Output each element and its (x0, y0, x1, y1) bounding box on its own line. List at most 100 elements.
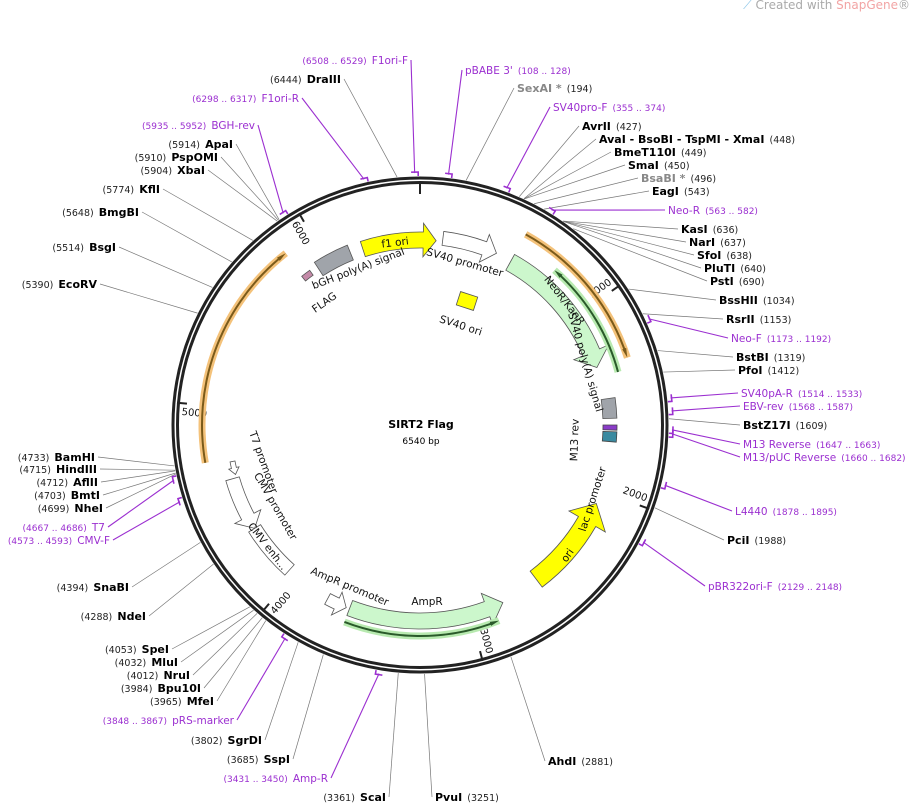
primer-label[interactable]: pBABE 3' (108 .. 128) (465, 59, 571, 78)
primer-label[interactable]: L4440 (1878 .. 1895) (735, 500, 837, 519)
sv40-promoter-arrow[interactable] (441, 231, 497, 263)
site-label[interactable]: (5914) ApaI (168, 133, 233, 152)
neor-kanr-arrow[interactable] (505, 253, 610, 369)
site-label[interactable]: SfoI (638) (697, 244, 752, 263)
site-leader (118, 246, 213, 288)
site-label[interactable]: PstI (690) (710, 270, 764, 289)
f1-ori-arrow[interactable] (359, 222, 437, 258)
site-label[interactable]: (3984) Bpu10I (121, 677, 201, 696)
flag-box[interactable] (301, 269, 314, 282)
primer-label[interactable]: (6508 .. 6529) F1ori-F (302, 49, 408, 68)
primer-label[interactable]: pBR322ori-F (2129 .. 2148) (708, 575, 842, 594)
primer-label[interactable]: (4573 .. 4593) CMV-F (8, 529, 110, 548)
site-label[interactable]: (5390) EcoRV (22, 273, 98, 292)
site-name: DraIII (307, 73, 341, 86)
site-label[interactable]: (4288) NdeI (81, 605, 146, 624)
primer-label[interactable]: Neo-F (1173 .. 1192) (731, 327, 831, 346)
orf-ampr-green[interactable] (344, 620, 500, 637)
primer-leader (506, 106, 551, 189)
primer-label[interactable]: (6298 .. 6317) F1ori-R (192, 87, 299, 106)
site-label[interactable]: (4703) BmtI (34, 484, 100, 503)
site-label[interactable]: (5774) KflI (103, 178, 160, 197)
site-label[interactable]: (4699) NheI (38, 497, 103, 516)
site-label[interactable]: (4715) HindIII (19, 458, 97, 477)
primer-leader (112, 501, 181, 541)
primer-label[interactable]: (3431 .. 3450) Amp-R (223, 767, 328, 786)
site-label[interactable]: BssHII (1034) (719, 289, 795, 308)
site-label[interactable]: AhdI (2881) (548, 750, 613, 769)
site-label[interactable]: (6444) DraIII (270, 68, 341, 87)
ampr-arrow[interactable] (346, 592, 504, 630)
site-label[interactable]: PluTI (640) (704, 257, 766, 276)
site-label[interactable]: RsrII (1153) (726, 308, 791, 327)
site-label[interactable]: (3965) MfeI (150, 690, 214, 709)
site-position: (3685) (227, 755, 259, 766)
cmv-enh-box[interactable] (248, 524, 295, 576)
primer-label[interactable]: SV40pro-F (355 .. 374) (553, 96, 665, 115)
primer-label[interactable]: (3848 .. 3867) pRS-marker (103, 709, 235, 728)
ampr-promoter-arrow[interactable] (324, 590, 347, 616)
cmv-promoter-arrow[interactable] (225, 476, 262, 529)
site-name: SfoI (697, 249, 721, 262)
site-label[interactable]: (3361) ScaI (323, 786, 386, 805)
site-name: PvuI (435, 791, 462, 804)
primer-label[interactable]: EBV-rev (1568 .. 1587) (743, 395, 853, 414)
svg-text:AhdI (2881): AhdI (2881) (548, 750, 613, 769)
site-label[interactable]: (4032) MluI (115, 651, 178, 670)
primer-leader (301, 97, 365, 180)
site-label[interactable]: SexAI * (194) (517, 77, 592, 96)
site-label[interactable]: KasI (636) (681, 218, 738, 237)
primer-label[interactable]: SV40pA-R (1514 .. 1533) (741, 382, 862, 401)
lac-promoter-box[interactable] (601, 430, 618, 443)
sv40-ori-box[interactable] (455, 291, 479, 311)
site-leader (573, 228, 708, 282)
bgh-polya-box[interactable] (313, 244, 354, 277)
primer-label[interactable]: (5935 .. 5952) BGH-rev (142, 114, 255, 133)
site-label[interactable]: (5514) BsgI (52, 236, 116, 255)
site-name: PluTI (704, 262, 735, 275)
primer-leader (410, 59, 416, 174)
site-label[interactable]: SmaI (450) (628, 154, 690, 173)
svg-text:(6508 .. 6529) F1ori-F: (6508 .. 6529) F1ori-F (302, 49, 408, 68)
site-label[interactable]: (4733) BamHI (18, 446, 95, 465)
site-leader (642, 313, 724, 320)
primer-label[interactable]: Neo-R (563 .. 582) (668, 199, 758, 218)
primer-mark (638, 539, 647, 547)
site-label[interactable]: PvuI (3251) (435, 786, 499, 805)
site-label[interactable]: (5904) XbaI (140, 159, 205, 178)
ori-arrow[interactable] (529, 503, 607, 588)
m13-rev-box[interactable] (602, 424, 618, 431)
site-position: (194) (567, 84, 593, 95)
site-label[interactable]: (4012) NruI (127, 664, 190, 683)
site-label[interactable]: BstZ17I (1609) (743, 414, 827, 433)
site-leader (663, 369, 736, 373)
primer-name: CMV-F (77, 535, 110, 547)
site-position: (5514) (52, 243, 84, 254)
site-label[interactable]: (3685) SspI (227, 748, 290, 767)
site-label[interactable]: (5910) PspOMI (135, 146, 218, 165)
t7-promoter-arrow[interactable] (227, 460, 240, 476)
site-label[interactable]: BmeT110I (449) (614, 141, 707, 160)
site-label[interactable]: PciI (1988) (727, 529, 786, 548)
site-label[interactable]: BsaBI * (496) (641, 167, 716, 186)
site-name: PstI (710, 275, 734, 288)
sv40-polya-box[interactable] (600, 397, 618, 420)
site-label[interactable]: (3802) SgrDI (191, 729, 262, 748)
site-label[interactable]: EagI (543) (652, 180, 710, 199)
primer-label[interactable]: (4667 .. 4686) T7 (23, 516, 105, 535)
site-label[interactable]: AvrII (427) (582, 115, 642, 134)
site-label[interactable]: NarI (637) (689, 231, 746, 250)
site-label[interactable]: PfoI (1412) (738, 359, 799, 378)
primer-label[interactable]: M13 Reverse (1647 .. 1663) (743, 433, 880, 452)
svg-text:(3984) Bpu10I: (3984) Bpu10I (121, 677, 201, 696)
site-label[interactable]: (4712) AflII (36, 471, 98, 490)
site-label[interactable]: (4394) SnaBI (57, 576, 129, 595)
tick-mark (479, 650, 484, 662)
site-label[interactable]: (4053) SpeI (105, 638, 169, 657)
primer-label[interactable]: M13/pUC Reverse (1660 .. 1682) (743, 446, 906, 465)
site-label[interactable]: (5648) BmgBI (62, 201, 139, 220)
svg-text:pBR322ori-F (2129 .. 2148): pBR322ori-F (2129 .. 2148) (708, 575, 842, 594)
site-label[interactable]: AvaI - BsoBI - TspMI - XmaI (448) (599, 128, 795, 147)
site-label[interactable]: BstBI (1319) (736, 346, 805, 365)
site-name: NruI (163, 669, 190, 682)
